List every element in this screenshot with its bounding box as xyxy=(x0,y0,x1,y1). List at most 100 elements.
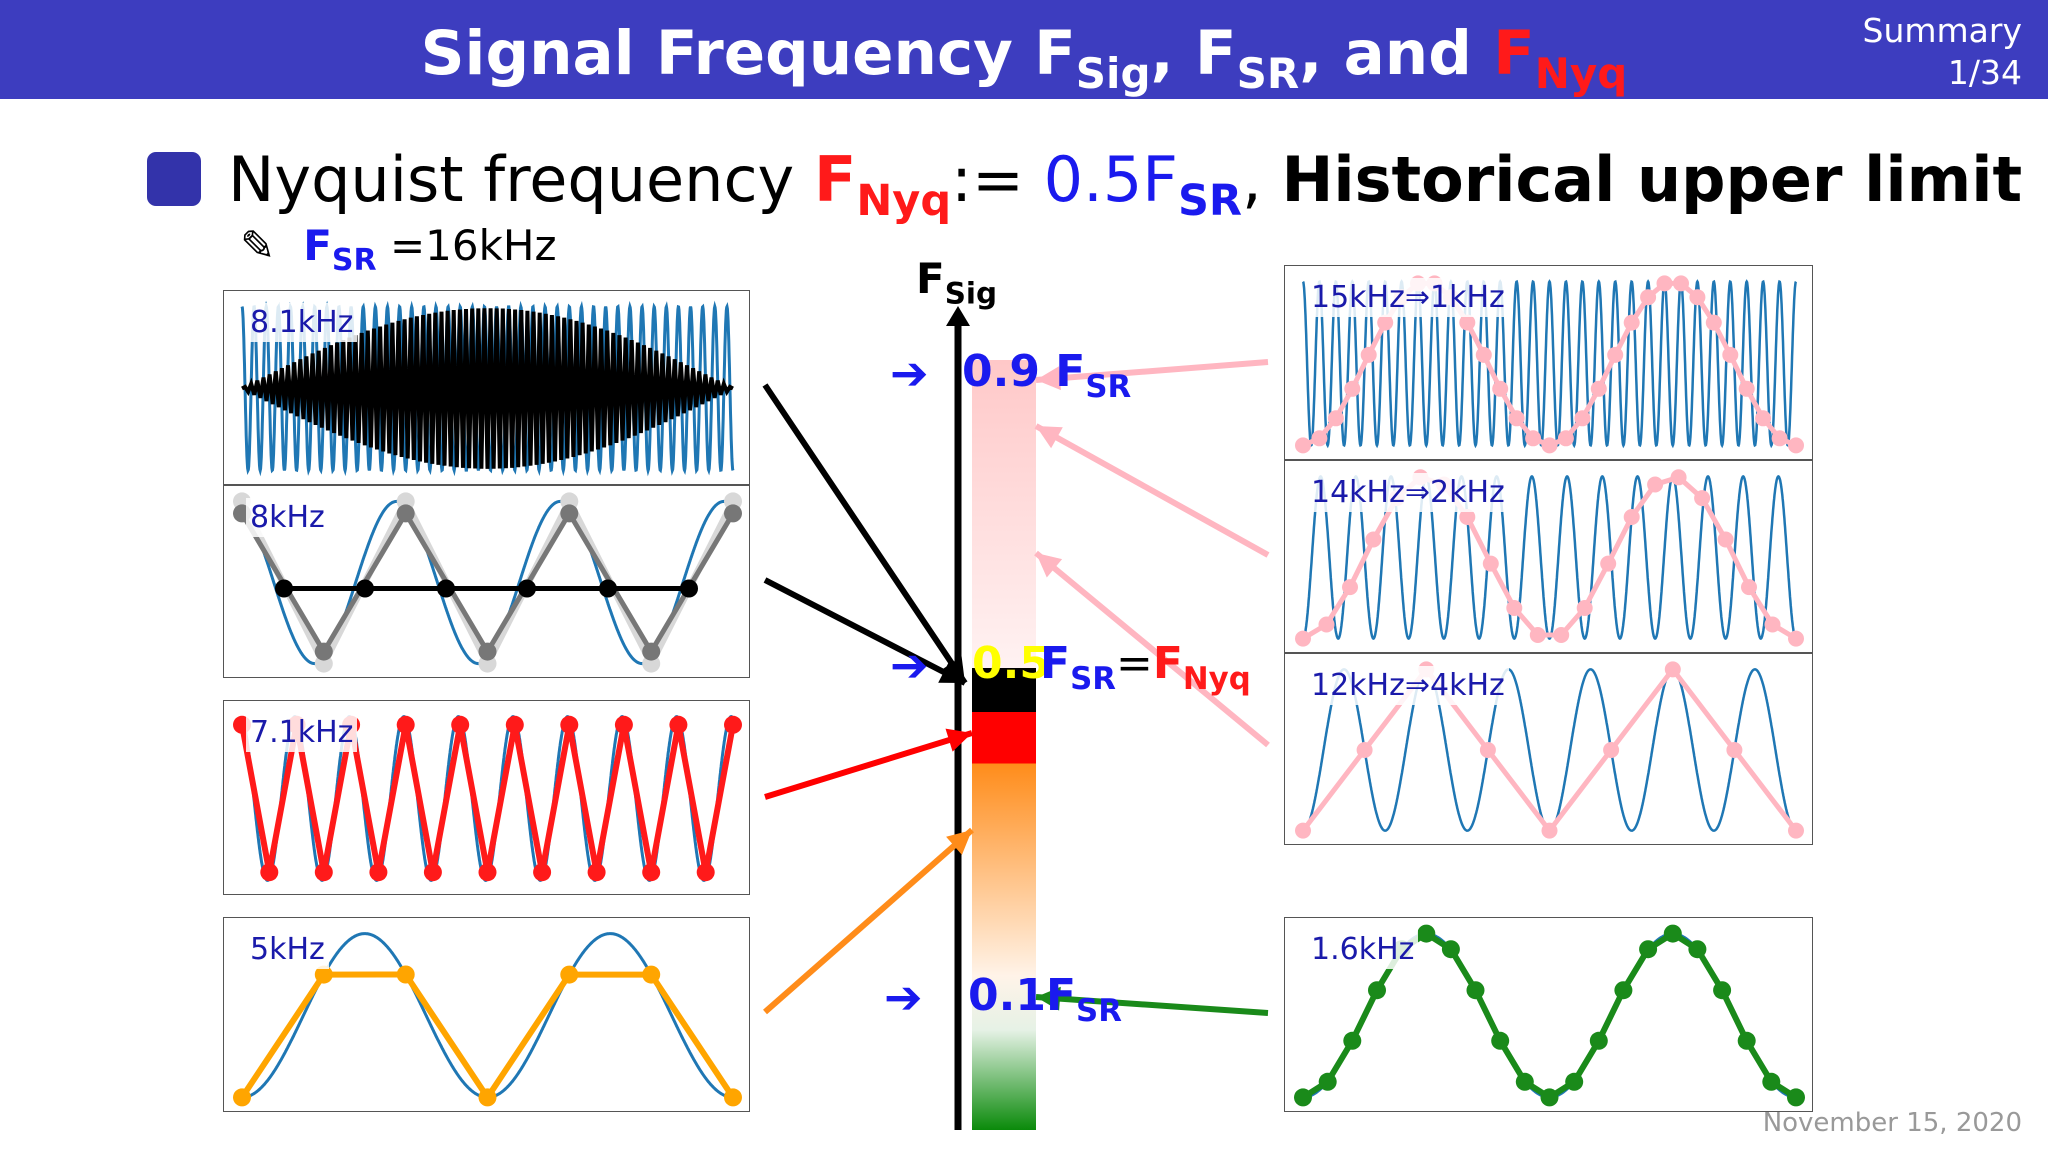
arrow-14khz-head xyxy=(1036,426,1063,449)
mark-value: 0.5 xyxy=(972,638,1050,689)
panel-label: 5kHz xyxy=(246,930,329,969)
alias-samples-point xyxy=(1576,600,1593,616)
orange-samples-point xyxy=(396,965,415,984)
zero-sample-point xyxy=(518,579,536,598)
section-indicator: Summary 1/34 xyxy=(1863,10,2022,94)
green-samples-point xyxy=(1737,1031,1756,1050)
arrow-1-6khz xyxy=(1035,994,1269,1016)
red-samples-point xyxy=(451,715,470,734)
mark-value: 0.9 xyxy=(962,346,1040,397)
alias-samples-point xyxy=(1318,616,1335,633)
panel-label: 1.6kHz xyxy=(1307,930,1419,969)
orange-samples-point xyxy=(233,1088,251,1107)
alias-samples-point xyxy=(1508,410,1525,427)
alias-samples-point xyxy=(1603,742,1620,758)
mark-nyq-sub: Nyq xyxy=(1182,660,1251,697)
green-samples-point xyxy=(1787,1088,1805,1107)
arrow-8khz-head xyxy=(938,661,965,683)
alias-samples-point xyxy=(1295,630,1311,647)
green-samples-point xyxy=(1688,940,1707,959)
slide-date: November 15, 2020 xyxy=(1762,1108,2022,1138)
alias-samples-point xyxy=(1459,509,1476,525)
section-label: Summary xyxy=(1862,11,2022,50)
mark-0-1-fsr: 0.1FSR xyxy=(968,974,1122,1027)
right-arrow-icon: ➔ xyxy=(890,346,929,400)
panel-1-6khz: 1.6kHz xyxy=(1284,917,1813,1112)
panel-8khz: 8kHz xyxy=(223,485,750,678)
arrow-12khz xyxy=(1034,550,1270,748)
alias-samples-point xyxy=(1607,346,1624,363)
grey-samples-point xyxy=(396,504,415,523)
headline-part: , xyxy=(1242,143,1282,216)
frequency-color-bar xyxy=(972,360,1036,1130)
green-samples-point xyxy=(1540,1088,1559,1107)
alias-samples-point xyxy=(1647,476,1664,493)
panel-5khz: 5kHz xyxy=(223,917,750,1112)
marker-arrow-01: ➔ xyxy=(884,974,923,1020)
headline-half-sub: SR xyxy=(1177,176,1243,226)
headline-part: := xyxy=(951,143,1044,216)
panel-label: 12kHz⇒4kHz xyxy=(1307,666,1509,705)
marker-arrow-05: ➔ xyxy=(890,642,929,688)
arrow-12khz-head xyxy=(1036,553,1063,578)
red-samples-point xyxy=(587,863,606,882)
title-part: , and xyxy=(1299,18,1494,89)
arrow-5khz-head xyxy=(946,830,972,855)
alias-samples-point xyxy=(1360,346,1377,363)
alias-samples-point xyxy=(1492,380,1509,397)
alias-samples-point xyxy=(1529,627,1546,643)
alias-samples-point xyxy=(1705,314,1722,331)
red-samples-point xyxy=(423,863,442,882)
alias-samples-line xyxy=(1301,474,1798,641)
zero-sample-point xyxy=(275,579,293,598)
alias-samples-point xyxy=(1600,555,1617,572)
green-samples-point xyxy=(1762,1072,1781,1091)
title-bar xyxy=(0,0,2048,99)
green-samples-point xyxy=(1294,1088,1312,1107)
right-arrow-icon: ➔ xyxy=(890,638,929,692)
headline-fnyq-sub: Nyq xyxy=(856,176,952,226)
mark-eq: = xyxy=(1115,638,1153,689)
mark-nyq: F xyxy=(1152,638,1183,689)
alias-samples-point xyxy=(1670,469,1687,486)
waveform-plot xyxy=(1295,661,1804,839)
arrow-8khz xyxy=(763,577,967,686)
note-value: =16kHz xyxy=(376,221,557,270)
title-part: Signal Frequency F xyxy=(420,18,1076,89)
green-samples-point xyxy=(1491,1031,1510,1050)
panel-8-1khz: 8.1kHz xyxy=(223,290,750,485)
alias-samples-point xyxy=(1623,314,1640,331)
alias-samples-point xyxy=(1557,430,1574,447)
alias-samples-point xyxy=(1295,822,1311,839)
alias-samples-point xyxy=(1327,410,1344,427)
alias-samples-point xyxy=(1356,742,1373,758)
alias-samples-point xyxy=(1656,275,1673,292)
alias-samples-point xyxy=(1342,579,1358,596)
title-sub-nyq: Nyq xyxy=(1534,49,1628,98)
alias-samples-point xyxy=(1726,742,1743,758)
pencil-icon: ✎ xyxy=(240,221,276,270)
panel-15khz: 15kHz⇒1kHz xyxy=(1284,265,1813,460)
alias-samples-point xyxy=(1311,430,1328,447)
orange-samples-point xyxy=(724,1088,742,1107)
alias-samples-point xyxy=(1506,600,1523,616)
zero-sample-point xyxy=(356,579,374,598)
zero-sample-point xyxy=(437,579,455,598)
alias-samples-point xyxy=(1788,437,1804,454)
red-samples-point xyxy=(314,863,333,882)
alias-samples-point xyxy=(1459,314,1476,331)
fsig-axis-label: FSig xyxy=(916,258,997,308)
arrow-1-6khz-head xyxy=(1036,986,1061,1011)
alias-samples-point xyxy=(1764,616,1781,633)
red-samples-point xyxy=(505,715,524,734)
axis-label-sub: Sig xyxy=(944,276,997,311)
arrow-15khz-head xyxy=(1036,366,1061,391)
green-samples-point xyxy=(1441,940,1460,959)
alias-samples-point xyxy=(1541,822,1558,839)
panel-12khz: 12kHz⇒4kHz xyxy=(1284,653,1813,845)
alias-samples-point xyxy=(1788,822,1804,839)
mark-sub: SR xyxy=(1076,992,1122,1029)
red-samples-point xyxy=(669,715,688,734)
alias-samples-point xyxy=(1640,289,1657,306)
alias-samples-point xyxy=(1590,380,1607,397)
